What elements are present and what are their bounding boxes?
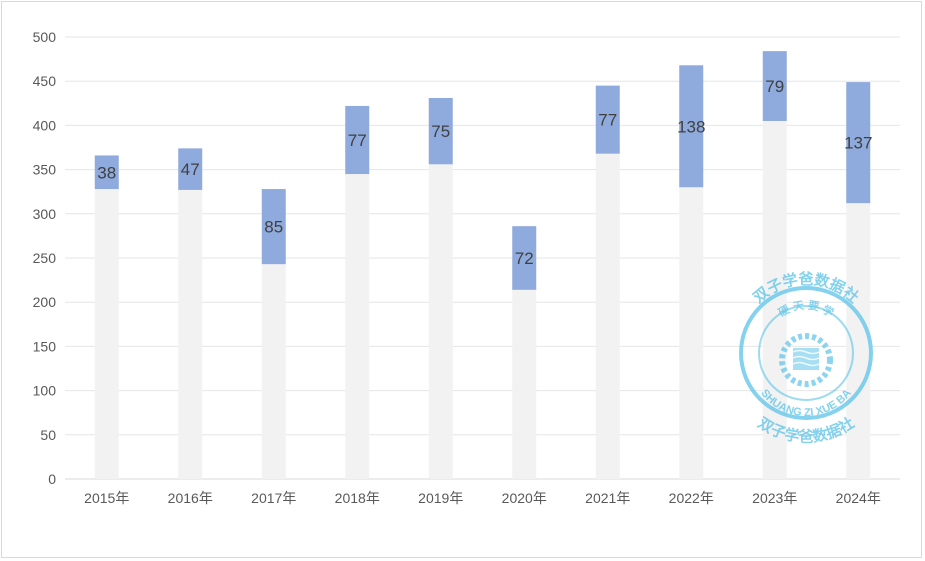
data-label: 75 <box>431 122 450 141</box>
x-tick-label: 2023年 <box>752 490 797 506</box>
y-axis: 0 50 100 150 200 250 300 350 400 450 500 <box>33 29 57 487</box>
bar-base-segment <box>345 174 370 479</box>
bar-base-segment <box>512 289 537 479</box>
data-labels: 38 47 85 77 75 72 77 138 79 137 <box>97 77 872 268</box>
y-tick-label: 50 <box>40 427 56 443</box>
gridlines <box>65 36 900 480</box>
bar-increment-segment <box>512 226 537 290</box>
y-tick-label: 450 <box>33 73 57 89</box>
bar-increment-segment <box>595 85 620 154</box>
bar-increment-segment <box>846 82 871 204</box>
x-tick-label: 2022年 <box>669 490 714 506</box>
y-tick-label: 250 <box>33 250 57 266</box>
bar-increment-segment <box>261 189 286 265</box>
bar-increment-segment <box>762 51 787 121</box>
y-tick-label: 100 <box>33 383 57 399</box>
y-tick-label: 200 <box>33 294 57 310</box>
data-label: 79 <box>765 77 784 96</box>
x-tick-label: 2019年 <box>418 490 463 506</box>
y-tick-label: 150 <box>33 338 57 354</box>
x-tick-label: 2020年 <box>502 490 547 506</box>
bar-base-segment <box>846 203 871 479</box>
bar-base-segment <box>679 187 704 479</box>
bar-increment-segment <box>345 105 370 175</box>
bar-base-segment <box>261 264 286 479</box>
bar-increment-segment <box>94 155 119 190</box>
x-axis: 2015年 2016年 2017年 2018年 2019年 2020年 2021年 2022年… <box>84 490 881 506</box>
bar-base-segment <box>94 189 119 479</box>
y-tick-label: 0 <box>48 471 56 487</box>
data-label: 72 <box>515 249 534 268</box>
bars <box>94 51 871 480</box>
x-tick-label: 2021年 <box>585 490 630 506</box>
bar-increment-segment <box>428 97 453 165</box>
data-label: 38 <box>97 163 116 182</box>
bar-increment-segment <box>178 148 203 190</box>
bar-base-segment <box>428 164 453 479</box>
bar-increment-segment <box>679 65 704 188</box>
data-label: 47 <box>181 160 200 179</box>
y-tick-label: 400 <box>33 117 57 133</box>
x-tick-label: 2018年 <box>335 490 380 506</box>
x-tick-label: 2016年 <box>168 490 213 506</box>
data-label: 137 <box>844 134 872 153</box>
data-label: 77 <box>348 131 367 150</box>
data-label: 85 <box>264 218 283 237</box>
x-tick-label: 2024年 <box>836 490 881 506</box>
x-tick-label: 2015年 <box>84 490 129 506</box>
x-tick-label: 2017年 <box>251 490 296 506</box>
y-tick-label: 350 <box>33 162 57 178</box>
y-tick-label: 500 <box>33 29 57 45</box>
y-tick-label: 300 <box>33 206 57 222</box>
data-label: 77 <box>598 111 617 130</box>
bar-base-segment <box>178 189 203 479</box>
data-label: 138 <box>677 117 705 136</box>
bar-base-segment <box>595 153 620 480</box>
